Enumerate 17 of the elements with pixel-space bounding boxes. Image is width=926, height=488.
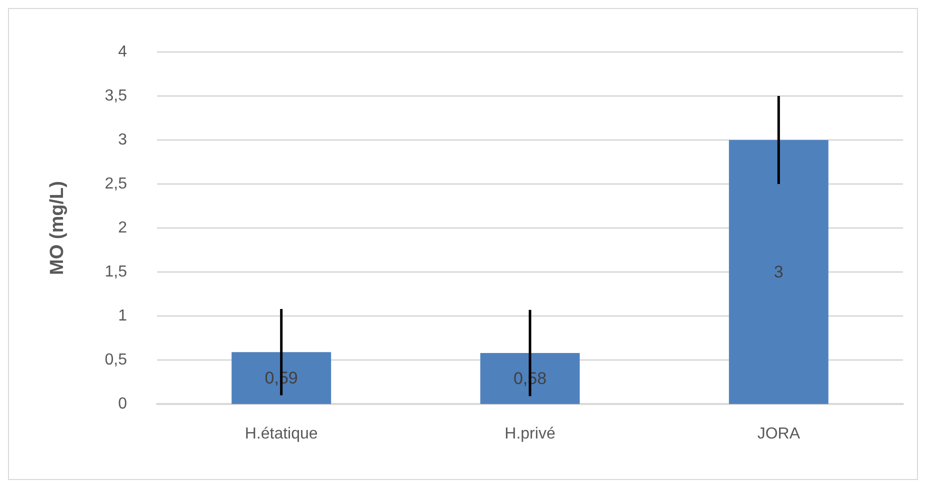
bar [232,352,332,404]
x-tick-label: H.étatique [244,426,318,442]
y-tick-label: 0 [118,396,128,412]
y-tick-label: 0,5 [104,352,128,368]
y-tick-label: 1 [118,308,128,324]
data-label: 3 [774,262,784,282]
bar [480,352,580,404]
y-tick-label: 3 [118,132,128,148]
y-tick-label: 1,5 [104,264,128,280]
x-tick-label: JORA [757,426,800,442]
x-tick-label: H.privé [504,426,556,442]
bar [728,140,828,404]
y-tick-label: 4 [118,44,128,60]
y-tick-label: 2,5 [104,176,128,192]
y-tick-label: 2 [118,220,128,236]
y-tick-label: 3,5 [104,88,128,104]
y-axis-title: MO (mg/L) [47,181,68,275]
